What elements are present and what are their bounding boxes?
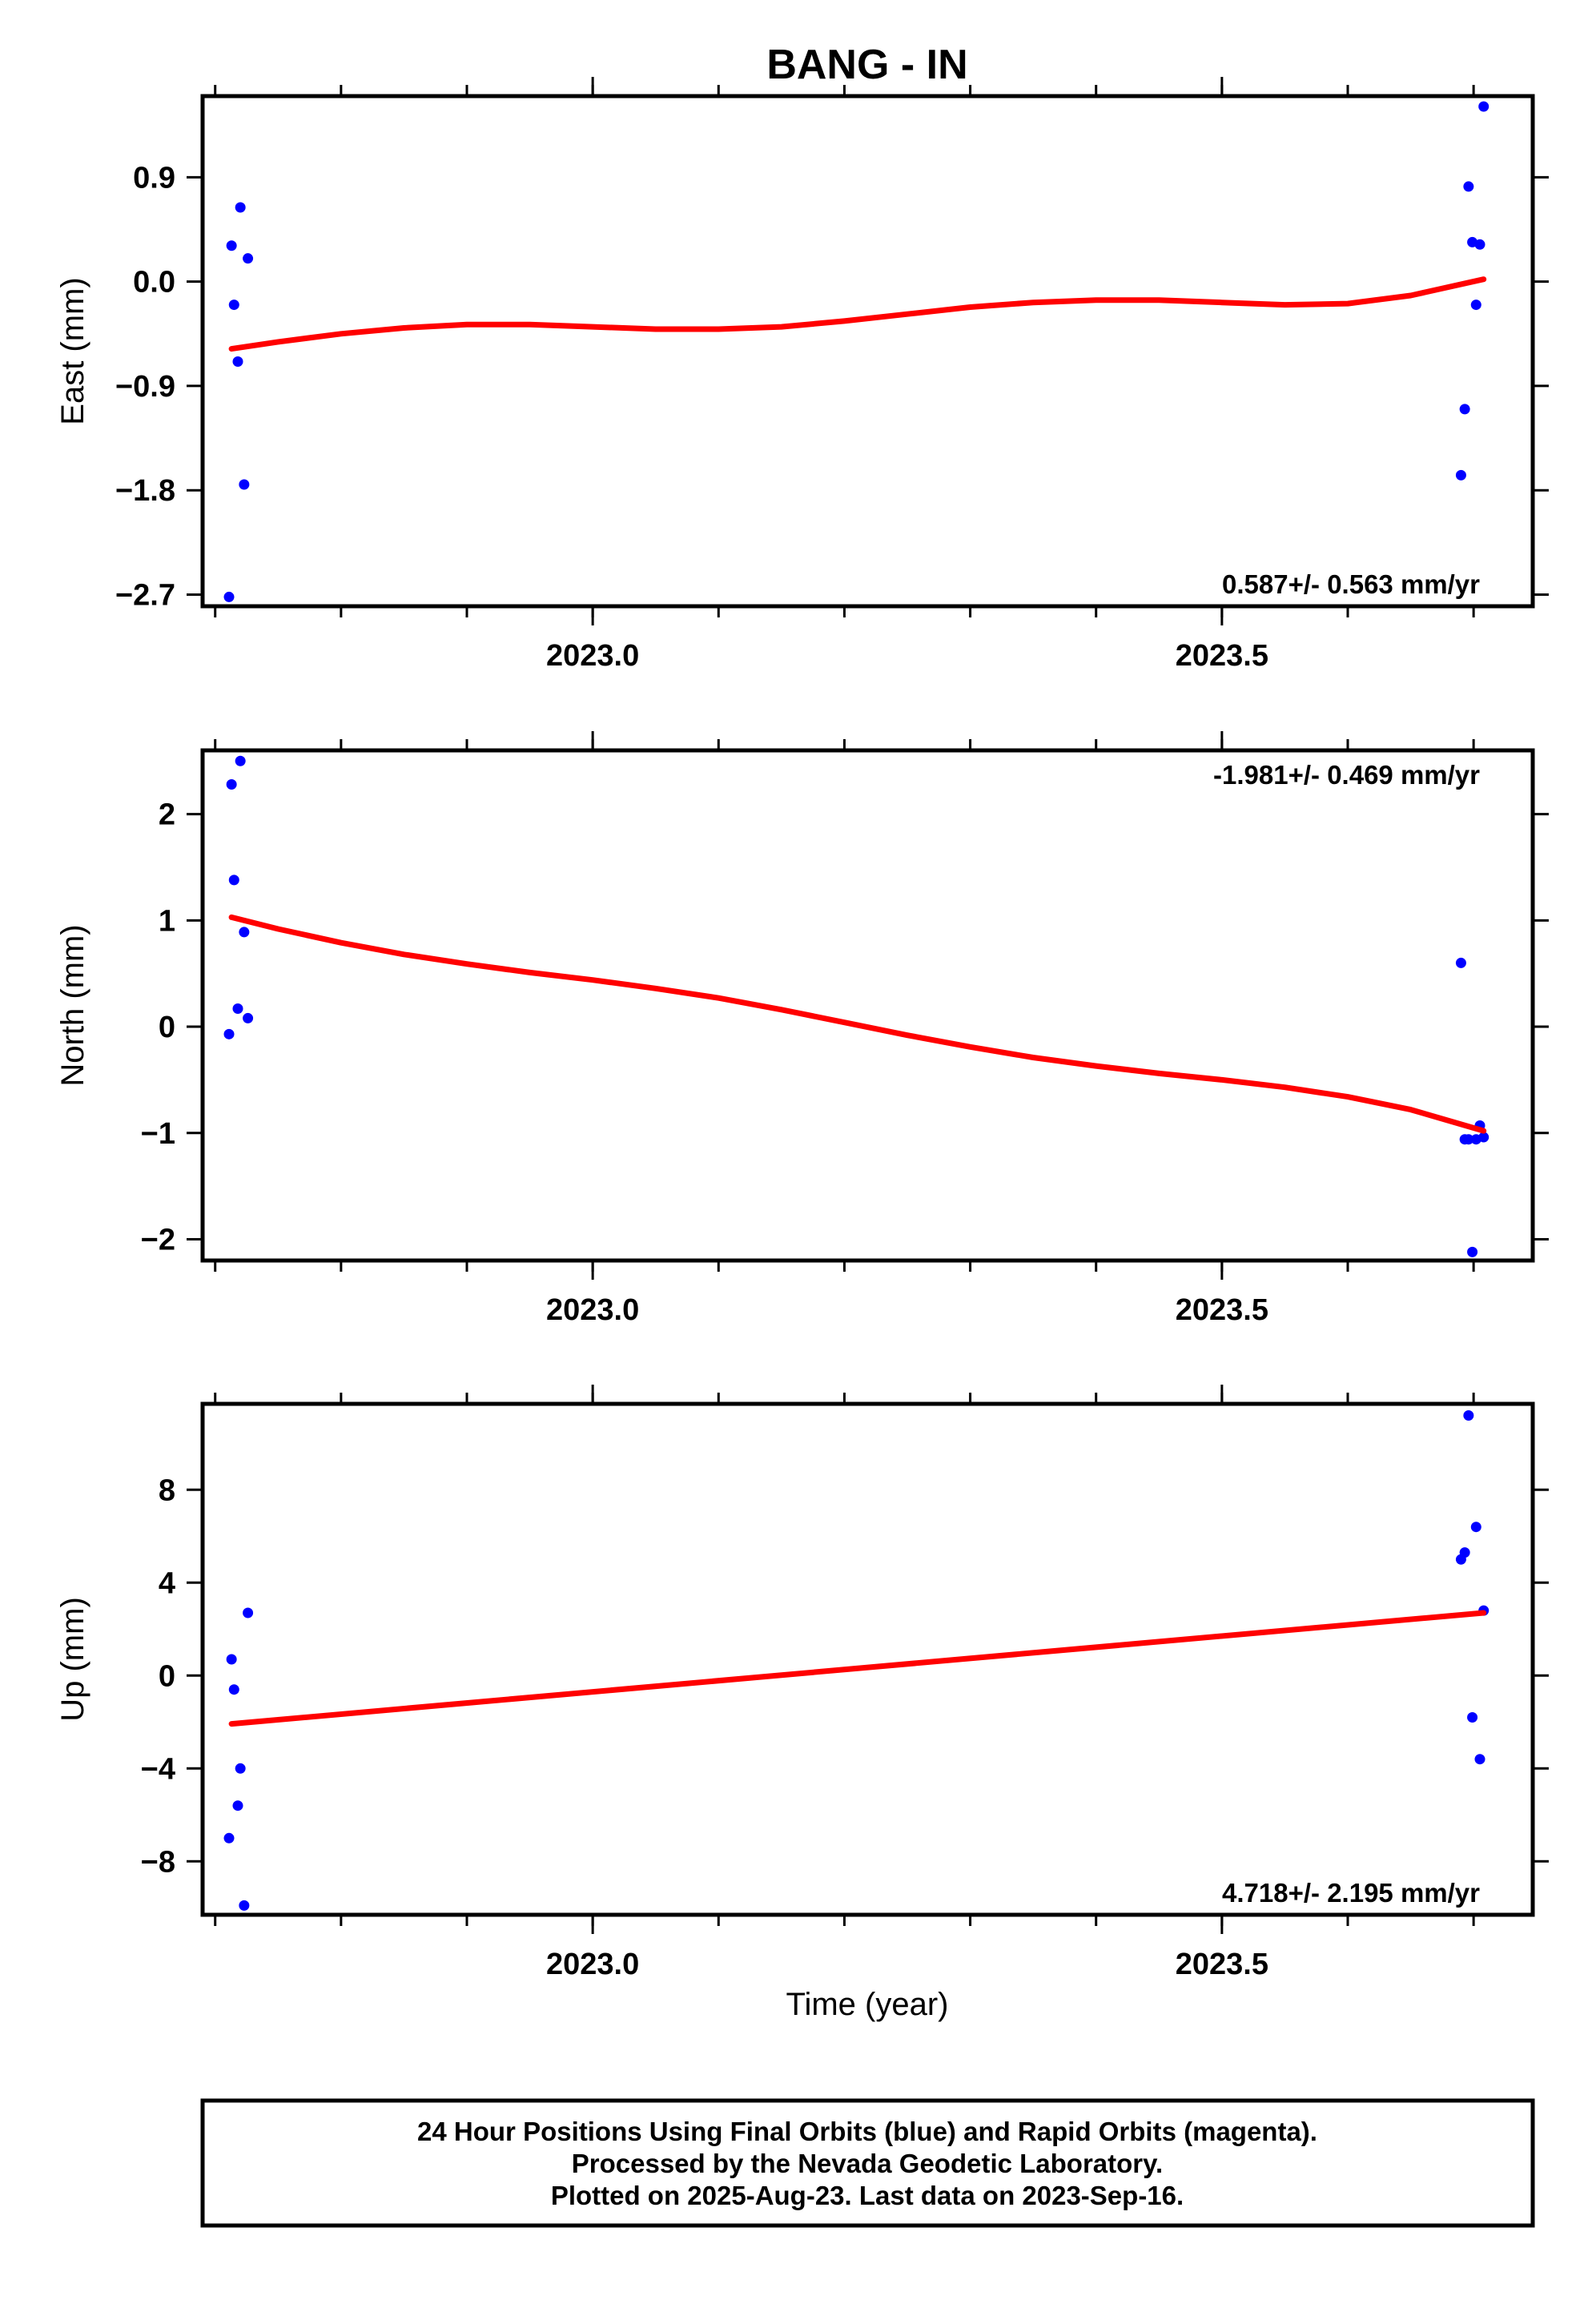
x-tick-label: 2023.5 bbox=[1176, 1293, 1268, 1327]
data-point bbox=[1455, 469, 1466, 480]
data-point bbox=[1470, 1522, 1481, 1533]
data-point bbox=[243, 1012, 254, 1023]
data-point bbox=[1463, 1134, 1474, 1145]
data-point bbox=[239, 1900, 250, 1911]
y-axis-label: North (mm) bbox=[55, 924, 90, 1086]
plot-frame bbox=[200, 1401, 1535, 1917]
x-tick-label: 2023.0 bbox=[546, 639, 639, 673]
y-axis-label: East (mm) bbox=[55, 277, 90, 424]
data-point bbox=[1463, 181, 1474, 192]
y-tick-label: −0.9 bbox=[115, 370, 175, 404]
y-tick-label: −8 bbox=[141, 1845, 175, 1879]
plot-frame bbox=[200, 748, 1535, 1263]
data-point bbox=[1459, 1547, 1470, 1558]
fit-line bbox=[228, 1610, 1487, 1727]
y-tick-label: −2 bbox=[141, 1223, 175, 1256]
data-point bbox=[1478, 1132, 1489, 1143]
data-point bbox=[223, 1832, 235, 1844]
x-tick-label: 2023.0 bbox=[546, 1948, 639, 1981]
velocity-annotation: 4.718+/- 2.195 mm/yr bbox=[1222, 1878, 1480, 1908]
data-point bbox=[1459, 404, 1470, 415]
panels-group: 2023.0 2023.5 0.9 0.0 −0.9 −1.8 −2.7 East (mm) 0… bbox=[55, 77, 1549, 1981]
data-point bbox=[239, 927, 250, 938]
data-point bbox=[226, 240, 237, 251]
data-point bbox=[235, 202, 246, 213]
footer-line: Plotted on 2025-Aug-23. Last data on 202… bbox=[551, 2181, 1184, 2210]
data-point bbox=[226, 1654, 237, 1665]
data-point bbox=[223, 1028, 235, 1039]
velocity-annotation: 0.587+/- 0.563 mm/yr bbox=[1222, 569, 1480, 599]
footer-line: 24 Hour Positions Using Final Orbits (bl… bbox=[417, 2117, 1317, 2146]
fit-line bbox=[228, 914, 1487, 1134]
y-tick-label: 4 bbox=[159, 1566, 175, 1600]
y-tick-label: −4 bbox=[141, 1752, 175, 1786]
chart-title: BANG - IN bbox=[766, 42, 967, 88]
y-tick-label: −1 bbox=[141, 1117, 175, 1151]
data-point bbox=[1470, 300, 1481, 311]
data-point bbox=[232, 1800, 243, 1811]
data-point bbox=[1463, 1410, 1474, 1421]
y-tick-label: −2.7 bbox=[115, 579, 175, 613]
footer-box bbox=[200, 2098, 1535, 2228]
y-tick-label: 1 bbox=[159, 904, 175, 938]
data-point bbox=[235, 755, 246, 766]
data-point bbox=[243, 1607, 254, 1618]
y-tick-label: 0.9 bbox=[133, 161, 175, 195]
data-point bbox=[1467, 1246, 1478, 1257]
footer-line: Processed by the Nevada Geodetic Laborat… bbox=[572, 2149, 1163, 2178]
panel-up: 2023.0 2023.5 8 4 0 −4 −8 Up (mm) 4.718+/- 2.195… bbox=[55, 1385, 1549, 1981]
data-point bbox=[1467, 1712, 1478, 1723]
data-point bbox=[243, 253, 254, 264]
y-tick-label: −1.8 bbox=[115, 474, 175, 508]
data-point bbox=[1474, 239, 1485, 250]
plot-frame bbox=[200, 94, 1535, 609]
data-point bbox=[232, 1003, 243, 1014]
data-point bbox=[223, 591, 235, 602]
x-tick-label: 2023.5 bbox=[1176, 639, 1268, 673]
y-tick-label: 0.0 bbox=[133, 266, 175, 300]
data-point bbox=[232, 356, 243, 368]
data-point bbox=[228, 875, 239, 886]
y-tick-label: 0 bbox=[159, 1011, 175, 1044]
y-tick-label: 2 bbox=[159, 798, 175, 832]
y-tick-label: 8 bbox=[159, 1474, 175, 1507]
panel-north: 2023.0 2023.5 2 1 0 −1 −2 North (mm) -1.981+/- 0… bbox=[55, 731, 1549, 1327]
panel-east: 2023.0 2023.5 0.9 0.0 −0.9 −1.8 −2.7 East (mm) 0… bbox=[55, 77, 1549, 673]
data-point bbox=[228, 300, 239, 311]
data-point bbox=[1455, 957, 1466, 968]
x-axis-label: Time (year) bbox=[786, 1987, 949, 2022]
data-point bbox=[239, 479, 250, 490]
data-point bbox=[235, 1763, 246, 1774]
x-tick-label: 2023.0 bbox=[546, 1293, 639, 1327]
data-point bbox=[226, 778, 237, 790]
data-point bbox=[1474, 1754, 1485, 1765]
data-point bbox=[1478, 101, 1489, 112]
y-axis-label: Up (mm) bbox=[55, 1597, 90, 1722]
velocity-annotation: -1.981+/- 0.469 mm/yr bbox=[1213, 760, 1480, 790]
fit-line bbox=[228, 276, 1487, 352]
y-tick-label: 0 bbox=[159, 1659, 175, 1693]
data-point bbox=[228, 1684, 239, 1695]
x-tick-label: 2023.5 bbox=[1176, 1948, 1268, 1981]
